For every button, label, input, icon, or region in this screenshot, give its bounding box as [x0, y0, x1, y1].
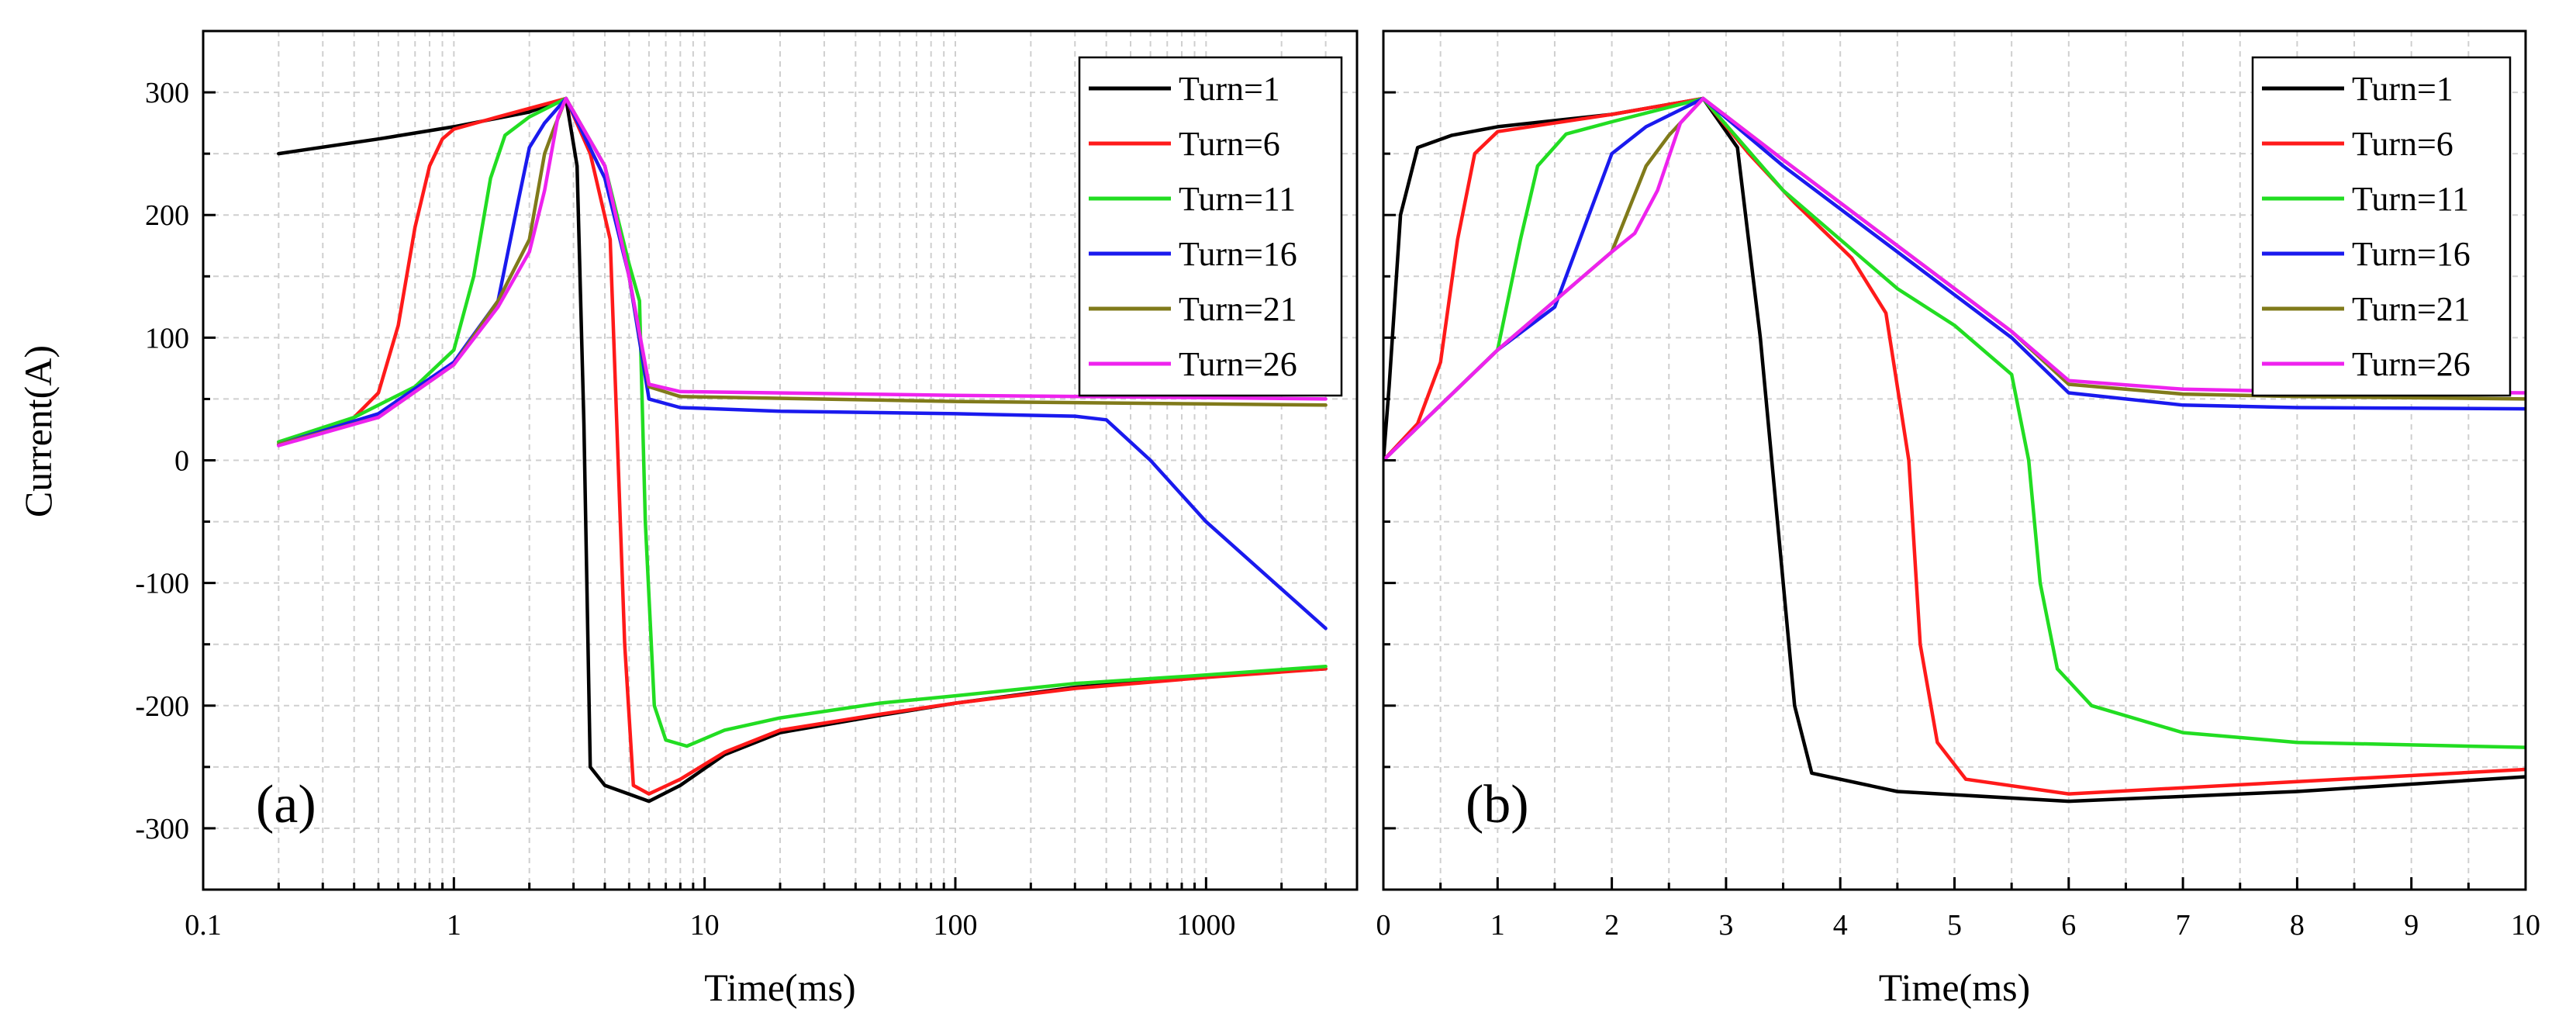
y-axis-label: Current(A): [16, 345, 60, 517]
legend-label: Turn=1: [1179, 70, 1280, 108]
x-tick-label: 9: [2404, 909, 2419, 942]
x-tick-label: 10: [2511, 909, 2540, 942]
panel-label-b: (b): [1466, 775, 1529, 835]
x-tick-label: 100: [934, 909, 978, 942]
legend-label: Turn=16: [2352, 235, 2471, 273]
x-axis-label-a: Time(ms): [704, 966, 855, 1009]
series-line-a-2: [277, 96, 1328, 796]
y-tick-label: -200: [135, 690, 189, 723]
series-line-a-6: [277, 96, 1328, 448]
x-tick-label: 10: [690, 909, 720, 942]
panel-b: 0 1 2 3 4 5 6 7 8 9 10Time(ms)(b)Turn=1Turn=6Turn=…: [1376, 29, 2540, 1009]
x-tick-label: 1000: [1176, 909, 1235, 942]
y-tick-label: -100: [135, 568, 189, 600]
ticks-b: 0 1 2 3 4 5 6 7 8 9 10: [1376, 29, 2540, 942]
panel-label-a: (a): [256, 775, 316, 835]
legend-label: Turn=1: [2352, 70, 2453, 108]
x-tick-label: 4: [1833, 909, 1848, 942]
series-line-b-6: [1383, 96, 2526, 462]
x-tick-label: 7: [2176, 909, 2191, 942]
legend-label: Turn=26: [2352, 345, 2471, 383]
legend-label: Turn=6: [2352, 125, 2453, 163]
y-tick-label: 200: [145, 199, 189, 232]
x-tick-label: 0.1: [185, 909, 222, 942]
legend-label: Turn=11: [1179, 180, 1296, 218]
legend-box-a: [1078, 56, 1343, 397]
legend-box-b: [2251, 56, 2512, 397]
y-tick-label: -300: [135, 813, 189, 845]
legend-label: Turn=6: [1179, 125, 1280, 163]
y-tick-label: 100: [145, 322, 189, 354]
series-line-a-3: [277, 96, 1328, 748]
x-tick-label: 8: [2290, 909, 2305, 942]
series-line-b-1: [1383, 96, 2526, 804]
series-line-b-3: [1383, 96, 2526, 749]
series-line-b-2: [1383, 96, 2526, 796]
x-tick-label: 6: [2061, 909, 2076, 942]
x-tick-label: 1: [447, 909, 461, 942]
legend-label: Turn=11: [2352, 180, 2469, 218]
legend-label: Turn=26: [1179, 345, 1297, 383]
x-axis-label-b: Time(ms): [1879, 966, 2030, 1009]
legend-label: Turn=16: [1179, 235, 1297, 273]
series-group-a: [277, 96, 1328, 804]
series-group-b: [1383, 96, 2526, 804]
x-tick-label: 1: [1490, 909, 1505, 942]
legend-label: Turn=21: [2352, 290, 2471, 328]
x-tick-label: 5: [1947, 909, 1962, 942]
panel-a: 0.1 1 10 100 1000 -300 -200 -100 0 100 200 300 Time(…: [135, 29, 1359, 1009]
legend-label: Turn=21: [1179, 290, 1297, 328]
ticks-a: 0.1 1 10 100 1000 -300 -200 -100 0 100 200 300: [135, 29, 1359, 942]
y-tick-label: 0: [174, 445, 189, 478]
x-tick-label: 0: [1376, 909, 1391, 942]
x-tick-label: 3: [1718, 909, 1733, 942]
x-tick-label: 2: [1604, 909, 1619, 942]
y-tick-label: 300: [145, 77, 189, 109]
legend-b: Turn=1 Turn=6 Turn=11 Turn=16 Turn=21 Turn=26: [2251, 56, 2512, 397]
legend-a: Turn=1 Turn=6 Turn=11 Turn=16 Turn=21 Turn=26: [1078, 56, 1343, 397]
